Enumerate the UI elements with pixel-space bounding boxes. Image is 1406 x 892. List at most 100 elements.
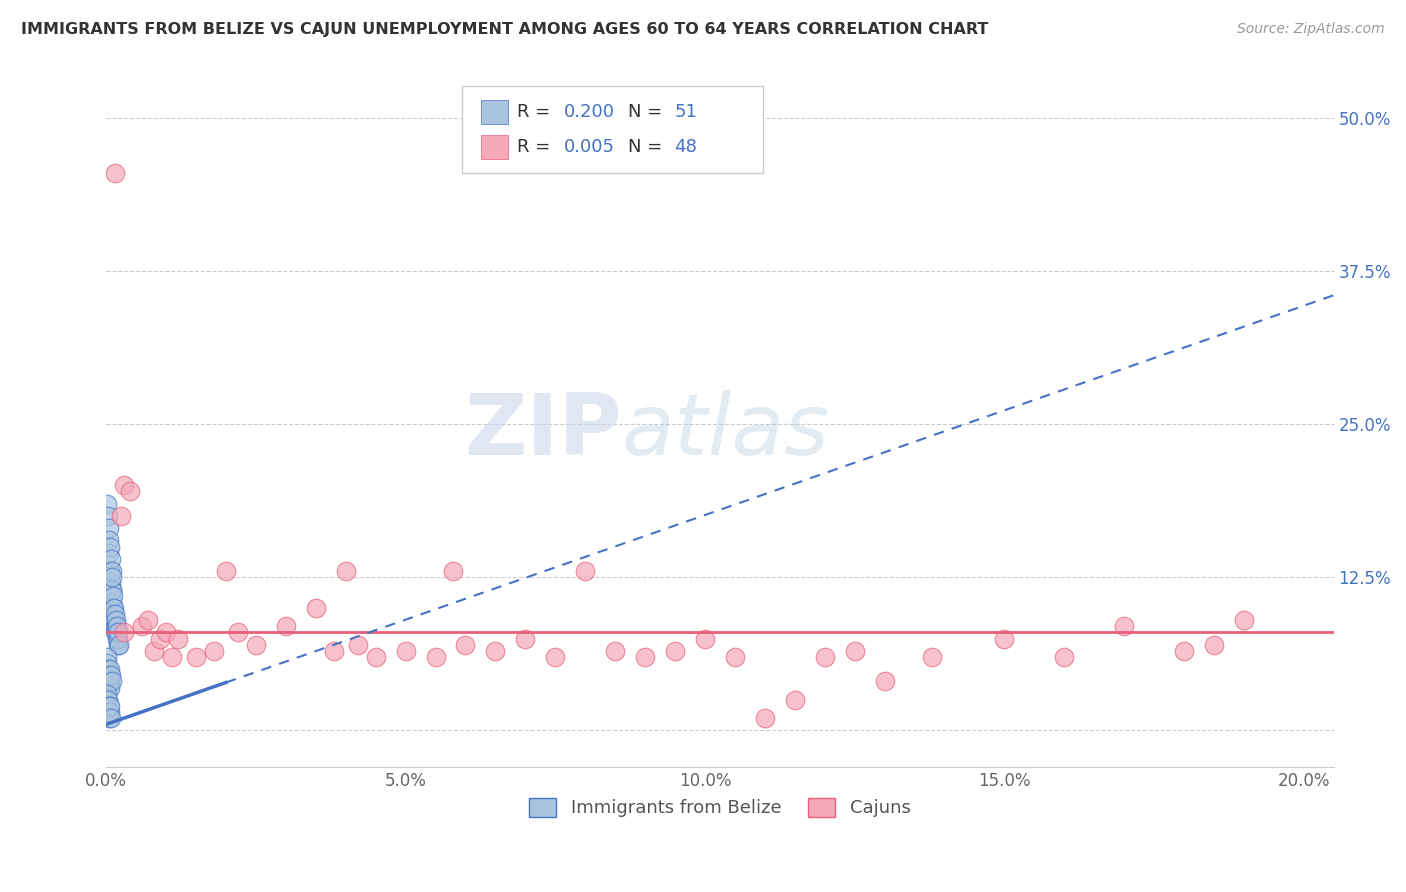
Point	[100, 552, 122, 566]
Point	[1202, 638, 1225, 652]
Point	[98, 674, 121, 689]
Point	[96, 693, 118, 707]
Point	[97, 668, 120, 682]
Point	[394, 644, 416, 658]
Legend: Immigrants from Belize, Cajuns: Immigrants from Belize, Cajuns	[522, 791, 918, 824]
Point	[724, 649, 747, 664]
Text: IMMIGRANTS FROM BELIZE VS CAJUN UNEMPLOYMENT AMONG AGES 60 TO 64 YEARS CORRELATI: IMMIGRANTS FROM BELIZE VS CAJUN UNEMPLOY…	[21, 22, 988, 37]
Point	[693, 632, 716, 646]
Point	[103, 613, 125, 627]
Point	[574, 564, 596, 578]
Point	[754, 711, 776, 725]
Text: ZIP: ZIP	[464, 391, 621, 474]
Point	[110, 508, 132, 523]
Point	[104, 619, 127, 633]
Point	[425, 649, 447, 664]
Point	[814, 649, 837, 664]
Point	[322, 644, 344, 658]
Point	[98, 705, 121, 719]
Point	[136, 613, 159, 627]
Point	[100, 674, 122, 689]
Point	[97, 662, 120, 676]
Point	[107, 638, 129, 652]
Point	[101, 564, 124, 578]
Text: R =: R =	[517, 137, 557, 156]
Text: 0.200: 0.200	[564, 103, 614, 120]
Point	[97, 698, 120, 713]
Text: atlas: atlas	[621, 391, 830, 474]
Point	[149, 632, 172, 646]
Text: N =: N =	[628, 137, 668, 156]
Point	[335, 564, 357, 578]
Point	[100, 698, 122, 713]
Point	[107, 632, 129, 646]
Point	[104, 625, 127, 640]
Point	[100, 711, 122, 725]
Point	[1233, 613, 1256, 627]
Text: 48: 48	[675, 137, 697, 156]
Point	[226, 625, 249, 640]
Bar	[481, 135, 508, 160]
Point	[96, 656, 118, 670]
Point	[97, 693, 120, 707]
Text: Source: ZipAtlas.com: Source: ZipAtlas.com	[1237, 22, 1385, 37]
Point	[921, 649, 943, 664]
Point	[98, 662, 121, 676]
Point	[1053, 649, 1076, 664]
Point	[100, 576, 122, 591]
Point	[96, 687, 118, 701]
Point	[104, 619, 127, 633]
Point	[101, 582, 124, 597]
Point	[104, 607, 127, 621]
Point	[664, 644, 686, 658]
Point	[1112, 619, 1135, 633]
Point	[100, 582, 122, 597]
Point	[105, 619, 128, 633]
Point	[105, 625, 128, 640]
Point	[783, 693, 806, 707]
Point	[544, 649, 567, 664]
Point	[96, 698, 118, 713]
Text: 51: 51	[675, 103, 697, 120]
Point	[143, 644, 166, 658]
Point	[98, 711, 121, 725]
Point	[131, 619, 153, 633]
Point	[454, 638, 477, 652]
Point	[155, 625, 177, 640]
Point	[202, 644, 225, 658]
Point	[96, 497, 118, 511]
Point	[112, 625, 135, 640]
Point	[97, 508, 120, 523]
Point	[167, 632, 190, 646]
Bar	[481, 100, 508, 124]
Point	[634, 649, 657, 664]
Point	[98, 681, 121, 695]
Point	[305, 600, 328, 615]
Point	[873, 674, 896, 689]
Point	[364, 649, 387, 664]
Point	[97, 705, 120, 719]
Point	[100, 674, 122, 689]
Point	[443, 564, 465, 578]
Point	[245, 638, 267, 652]
Point	[105, 632, 128, 646]
Point	[104, 166, 127, 180]
Point	[98, 533, 121, 548]
Point	[515, 632, 537, 646]
Text: 0.005: 0.005	[564, 137, 614, 156]
Point	[107, 625, 129, 640]
Text: R =: R =	[517, 103, 557, 120]
Point	[97, 521, 120, 535]
Point	[112, 478, 135, 492]
Point	[274, 619, 297, 633]
Text: N =: N =	[628, 103, 668, 120]
Point	[100, 668, 122, 682]
Point	[160, 649, 183, 664]
Point	[603, 644, 626, 658]
FancyBboxPatch shape	[463, 86, 763, 173]
Point	[993, 632, 1015, 646]
Point	[104, 613, 127, 627]
Point	[98, 546, 121, 560]
Point	[103, 600, 125, 615]
Point	[484, 644, 506, 658]
